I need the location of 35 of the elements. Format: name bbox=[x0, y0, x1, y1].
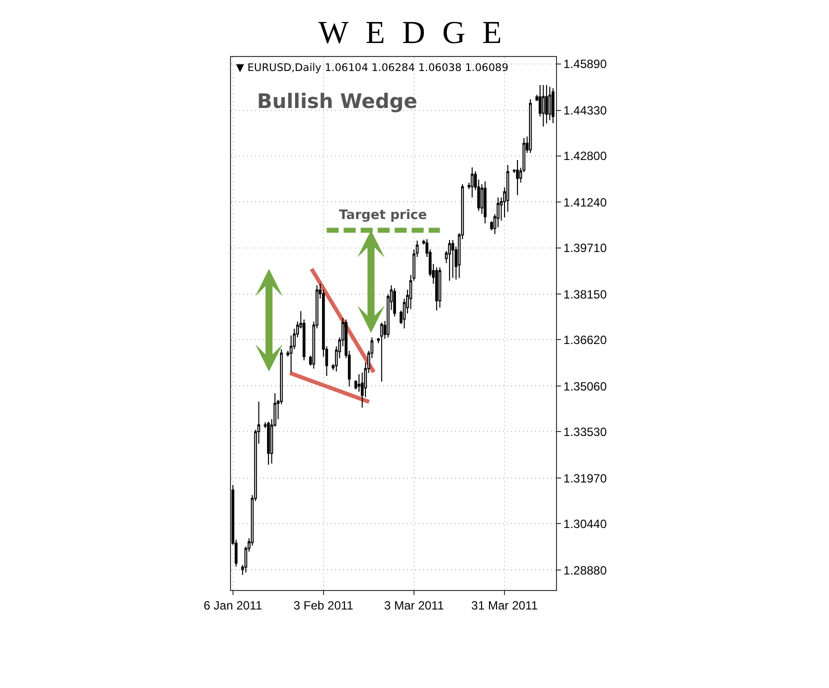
candlestick bbox=[393, 288, 396, 318]
candlestick bbox=[448, 240, 451, 282]
x-tick-label: 6 Jan 2011 bbox=[204, 598, 262, 612]
candlestick bbox=[552, 88, 554, 124]
candlestick bbox=[516, 159, 519, 196]
y-tick-label: 1.42800 bbox=[563, 149, 608, 163]
x-tick-label: 3 Feb 2011 bbox=[294, 598, 354, 612]
candlestick bbox=[470, 166, 474, 198]
y-tick-label: 1.28880 bbox=[563, 563, 608, 578]
y-tick-label: 1.44330 bbox=[563, 103, 608, 118]
chart-title: WEDGE bbox=[318, 14, 519, 50]
candlestick bbox=[545, 84, 548, 124]
y-tick-label: 1.35060 bbox=[563, 379, 608, 394]
y-tick-label: 1.30440 bbox=[563, 516, 608, 531]
candlestick bbox=[451, 240, 454, 278]
candlestick bbox=[438, 266, 442, 308]
text: Bullish Wedge bbox=[257, 89, 418, 113]
annotation: ▼ EURUSD,Daily 1.06104 1.06284 1.06038 1.06089 bbox=[236, 62, 508, 74]
candlestick bbox=[542, 84, 545, 128]
candlestick bbox=[548, 86, 552, 121]
y-tick-label: 1.39710 bbox=[563, 240, 608, 255]
candlestick bbox=[528, 98, 532, 154]
y-tick-label: 1.45890 bbox=[563, 57, 608, 72]
y-tick-label: 1.33530 bbox=[563, 424, 608, 439]
series-label: Target price bbox=[339, 208, 428, 223]
y-tick-label: 1.36620 bbox=[563, 332, 608, 347]
y-tick-label: 1.31970 bbox=[563, 471, 608, 486]
candlestick bbox=[267, 421, 270, 466]
y-tick-label: 1.41240 bbox=[563, 195, 608, 210]
x-tick-label: 3 Mar 2011 bbox=[384, 598, 444, 612]
x-tick-label: 31 Mar 2011 bbox=[471, 598, 538, 612]
candlestick bbox=[484, 180, 487, 224]
y-tick-label: 1.38150 bbox=[563, 287, 608, 302]
candlestick bbox=[380, 322, 384, 382]
candlestick bbox=[435, 266, 438, 312]
